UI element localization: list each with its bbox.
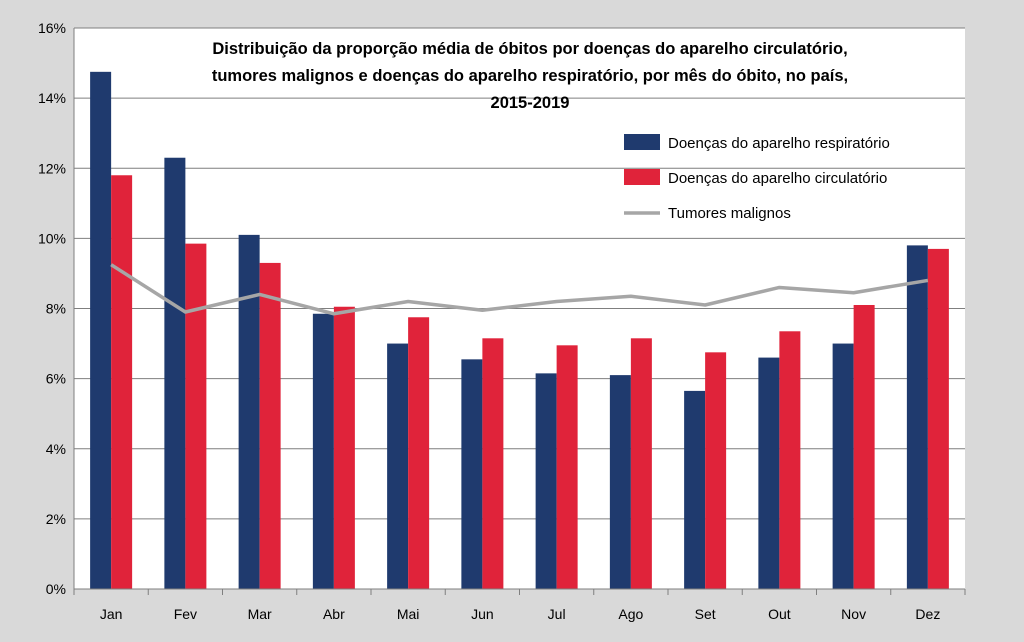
legend-swatch (624, 134, 660, 150)
bar-respiratorio (684, 391, 705, 589)
bar-respiratorio (387, 344, 408, 589)
bar-circulatorio (631, 338, 652, 589)
bar-respiratorio (164, 158, 185, 589)
y-tick-label: 16% (38, 20, 66, 36)
bar-respiratorio (313, 314, 334, 589)
y-tick-label: 4% (46, 441, 66, 457)
x-tick-label: Mar (248, 606, 272, 622)
x-tick-label: Jul (548, 606, 566, 622)
y-tick-label: 14% (38, 90, 66, 106)
y-tick-label: 0% (46, 581, 66, 597)
bar-respiratorio (758, 358, 779, 589)
bar-circulatorio (260, 263, 281, 589)
x-tick-label: Nov (841, 606, 866, 622)
bar-circulatorio (408, 317, 429, 589)
bar-respiratorio (907, 245, 928, 589)
legend-label: Doenças do aparelho respiratório (668, 135, 890, 152)
bar-circulatorio (111, 175, 132, 589)
chart-title-line-3: 2015-2019 (491, 94, 570, 112)
legend-swatch (624, 169, 660, 185)
bar-respiratorio (833, 344, 854, 589)
chart-title-line-1: Distribuição da proporção média de óbito… (212, 40, 847, 58)
x-tick-label: Ago (618, 606, 643, 622)
y-tick-label: 8% (46, 301, 66, 317)
x-tick-label: Fev (174, 606, 197, 622)
bar-circulatorio (705, 352, 726, 589)
bar-circulatorio (854, 305, 875, 589)
y-tick-label: 10% (38, 230, 66, 246)
x-tick-label: Dez (915, 606, 940, 622)
legend-label: Tumores malignos (668, 205, 791, 222)
legend-label: Doenças do aparelho circulatório (668, 170, 887, 187)
x-tick-label: Out (768, 606, 791, 622)
bar-circulatorio (928, 249, 949, 589)
x-tick-label: Abr (323, 606, 345, 622)
bar-circulatorio (334, 307, 355, 589)
bar-respiratorio (461, 359, 482, 589)
chart-title-line-2: tumores malignos e doenças do aparelho r… (212, 67, 848, 85)
bar-respiratorio (610, 375, 631, 589)
x-tick-label: Jun (471, 606, 494, 622)
x-tick-label: Jan (100, 606, 123, 622)
bar-respiratorio (239, 235, 260, 589)
y-tick-label: 6% (46, 371, 66, 387)
y-tick-label: 2% (46, 511, 66, 527)
y-tick-label: 12% (38, 160, 66, 176)
x-tick-label: Set (695, 606, 716, 622)
x-tick-label: Mai (397, 606, 420, 622)
bar-circulatorio (185, 244, 206, 589)
bar-circulatorio (482, 338, 503, 589)
bar-respiratorio (536, 373, 557, 589)
bar-circulatorio (779, 331, 800, 589)
bar-circulatorio (557, 345, 578, 589)
bar-respiratorio (90, 72, 111, 589)
